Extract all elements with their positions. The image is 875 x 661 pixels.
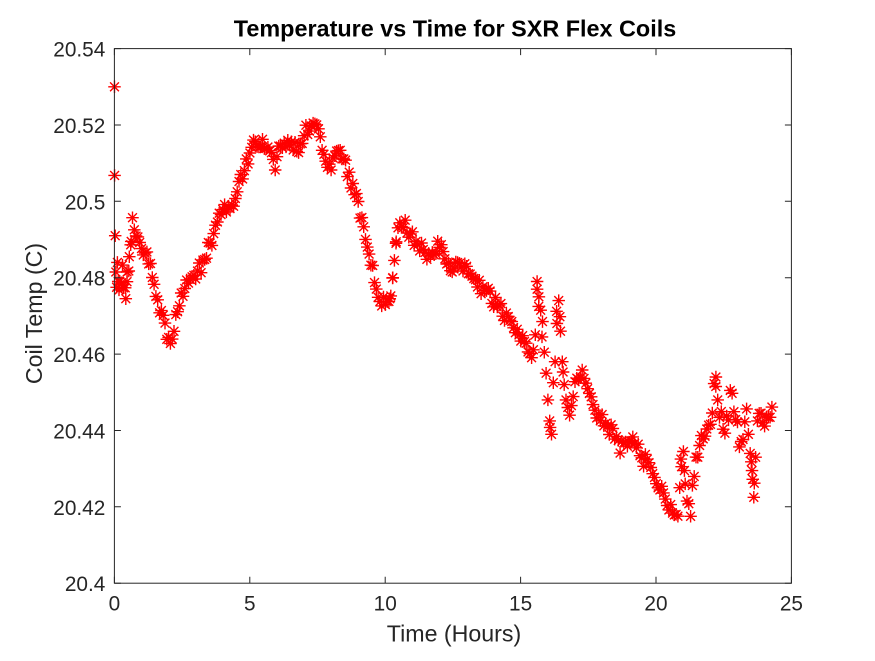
svg-text:25: 25: [780, 593, 803, 616]
svg-text:10: 10: [374, 593, 397, 616]
svg-text:20.4: 20.4: [65, 573, 105, 596]
svg-text:20.52: 20.52: [53, 115, 105, 138]
svg-text:Time (Hours): Time (Hours): [387, 621, 521, 647]
svg-text:20.5: 20.5: [65, 191, 105, 214]
svg-text:Coil Temp (C): Coil Temp (C): [21, 243, 47, 384]
svg-text:20.54: 20.54: [53, 39, 105, 62]
svg-text:5: 5: [244, 593, 256, 616]
svg-text:Temperature vs Time for SXR Fl: Temperature vs Time for SXR Flex Coils: [234, 16, 676, 42]
svg-text:20.44: 20.44: [53, 421, 105, 444]
svg-text:0: 0: [109, 593, 121, 616]
svg-text:20.42: 20.42: [53, 497, 105, 520]
svg-text:15: 15: [509, 593, 532, 616]
svg-text:20: 20: [644, 593, 667, 616]
svg-text:20.46: 20.46: [53, 344, 105, 367]
svg-text:20.48: 20.48: [53, 268, 105, 291]
